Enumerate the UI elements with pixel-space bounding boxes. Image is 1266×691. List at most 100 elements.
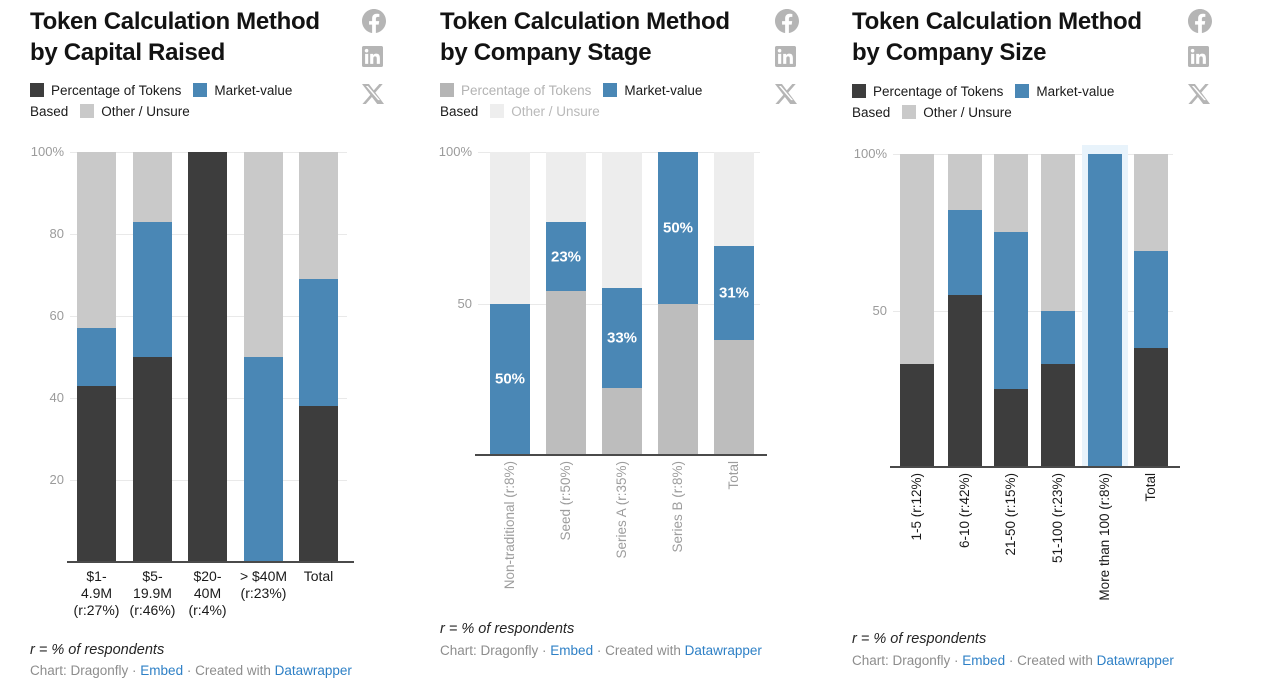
- legend-label[interactable]: Other / Unsure: [511, 104, 600, 119]
- linkedin-share-icon[interactable]: [1188, 46, 1212, 70]
- bar-segment[interactable]: 31%: [714, 245, 754, 340]
- y-tick-label: 50: [872, 302, 887, 318]
- bar-segment[interactable]: [900, 363, 934, 467]
- bar-segment[interactable]: [299, 406, 338, 562]
- attribution-text: · Created with: [1005, 653, 1097, 668]
- bar-segment[interactable]: 23%: [546, 221, 586, 292]
- x-axis-label: Seed (r:50%): [558, 461, 573, 541]
- bar-segment[interactable]: [1088, 154, 1122, 467]
- legend-label[interactable]: Percentage of Tokens: [873, 84, 1004, 99]
- bar-segment[interactable]: [299, 279, 338, 407]
- bar-segment-label: 23%: [550, 248, 582, 266]
- bar-segment[interactable]: [244, 357, 283, 562]
- bar-segment[interactable]: [1041, 154, 1075, 311]
- chart-title: Token Calculation Method by Company Stag…: [440, 8, 730, 66]
- bar: [244, 152, 283, 562]
- legend-swatch[interactable]: [440, 83, 454, 97]
- x-axis-label: Total: [726, 461, 741, 490]
- bar-segment[interactable]: [1134, 348, 1168, 467]
- attribution-link[interactable]: Embed: [962, 653, 1006, 668]
- legend-label[interactable]: Market-value: [1036, 84, 1115, 99]
- legend-swatch[interactable]: [30, 83, 44, 97]
- x-share-icon[interactable]: [362, 83, 386, 107]
- legend-swatch[interactable]: [1015, 84, 1030, 98]
- bar: [1041, 154, 1075, 467]
- legend-label[interactable]: Market-value: [214, 83, 293, 98]
- attribution-link[interactable]: Datawrapper: [684, 643, 762, 658]
- bar-segment[interactable]: [546, 152, 586, 222]
- legend: Percentage of Tokens Market-value Based Oth…: [30, 80, 366, 122]
- bar-segment[interactable]: [994, 154, 1028, 233]
- legend-swatch[interactable]: [902, 105, 917, 119]
- bar-segment[interactable]: [299, 152, 338, 280]
- legend-label[interactable]: Percentage of Tokens: [461, 83, 592, 98]
- y-tick-label: 100%: [30, 144, 64, 159]
- bar-segment[interactable]: [714, 152, 754, 246]
- share-buttons: [1188, 9, 1212, 107]
- bar-segment[interactable]: [948, 294, 982, 467]
- bar-segment[interactable]: [490, 152, 530, 304]
- bar-segment[interactable]: [602, 388, 642, 455]
- bar-segment[interactable]: 50%: [658, 152, 698, 304]
- legend-swatch[interactable]: [852, 84, 866, 98]
- legend-label[interactable]: Percentage of Tokens: [51, 83, 182, 98]
- bar-segment[interactable]: [1134, 154, 1168, 252]
- legend-swatch[interactable]: [80, 104, 95, 118]
- legend-swatch[interactable]: [603, 83, 618, 97]
- bar-segment[interactable]: 50%: [490, 303, 530, 455]
- attribution-link[interactable]: Embed: [550, 643, 594, 658]
- bar: [133, 152, 172, 562]
- bar-segment[interactable]: [948, 154, 982, 211]
- legend-label[interactable]: Based: [440, 104, 479, 119]
- bar-segment[interactable]: [77, 328, 116, 386]
- bar-segment[interactable]: [900, 154, 934, 364]
- legend-label[interactable]: Market-value: [624, 83, 703, 98]
- attribution-link[interactable]: Embed: [140, 663, 184, 678]
- linkedin-share-icon[interactable]: [362, 46, 386, 70]
- x-share-icon[interactable]: [775, 83, 799, 107]
- legend-swatch[interactable]: [490, 104, 505, 118]
- bar-segment[interactable]: [994, 388, 1028, 467]
- bar: [1088, 154, 1122, 467]
- bar-segment[interactable]: [948, 210, 982, 295]
- bar-segment[interactable]: [188, 152, 227, 562]
- attribution-text: · Created with: [593, 643, 685, 658]
- bar-segment[interactable]: [244, 152, 283, 357]
- bar-segment[interactable]: [133, 357, 172, 562]
- x-share-icon[interactable]: [1188, 83, 1212, 107]
- bar-segment[interactable]: [546, 291, 586, 455]
- bar-segment[interactable]: [1134, 251, 1168, 349]
- plot-area: 50% 23% 33% 50% 31%: [475, 152, 767, 456]
- footnote: r = % of respondents: [30, 642, 165, 658]
- bar-segment[interactable]: 33%: [602, 288, 642, 389]
- chart-card: Token Calculation Method by Capital Rais…: [30, 0, 422, 691]
- legend-label[interactable]: Based: [30, 104, 69, 119]
- attribution-link[interactable]: Datawrapper: [1096, 653, 1174, 668]
- bar: 23%: [546, 152, 586, 455]
- bar-segment[interactable]: [77, 385, 116, 562]
- chart-card: Token Calculation Method by Company Size…: [852, 0, 1244, 691]
- bar: [77, 152, 116, 562]
- bar-segment[interactable]: [602, 152, 642, 289]
- legend-label[interactable]: Based: [852, 105, 891, 120]
- bar-segment[interactable]: [994, 232, 1028, 389]
- bar: [1134, 154, 1168, 467]
- bar-segment[interactable]: [133, 221, 172, 357]
- bar-segment[interactable]: [658, 303, 698, 455]
- attribution-link[interactable]: Datawrapper: [274, 663, 352, 678]
- bar-segment[interactable]: [133, 152, 172, 222]
- bar-segment[interactable]: [77, 152, 116, 329]
- facebook-share-icon[interactable]: [362, 9, 386, 33]
- bar-segment[interactable]: [714, 339, 754, 455]
- bar-segment[interactable]: [1041, 310, 1075, 364]
- legend-swatch[interactable]: [193, 83, 208, 97]
- bar: [299, 152, 338, 562]
- linkedin-share-icon[interactable]: [775, 46, 799, 70]
- legend-label[interactable]: Other / Unsure: [923, 105, 1012, 120]
- bar-segment[interactable]: [1041, 363, 1075, 467]
- facebook-share-icon[interactable]: [775, 9, 799, 33]
- legend-line: Based Other / Unsure: [440, 101, 776, 122]
- facebook-share-icon[interactable]: [1188, 9, 1212, 33]
- legend-label[interactable]: Other / Unsure: [101, 104, 190, 119]
